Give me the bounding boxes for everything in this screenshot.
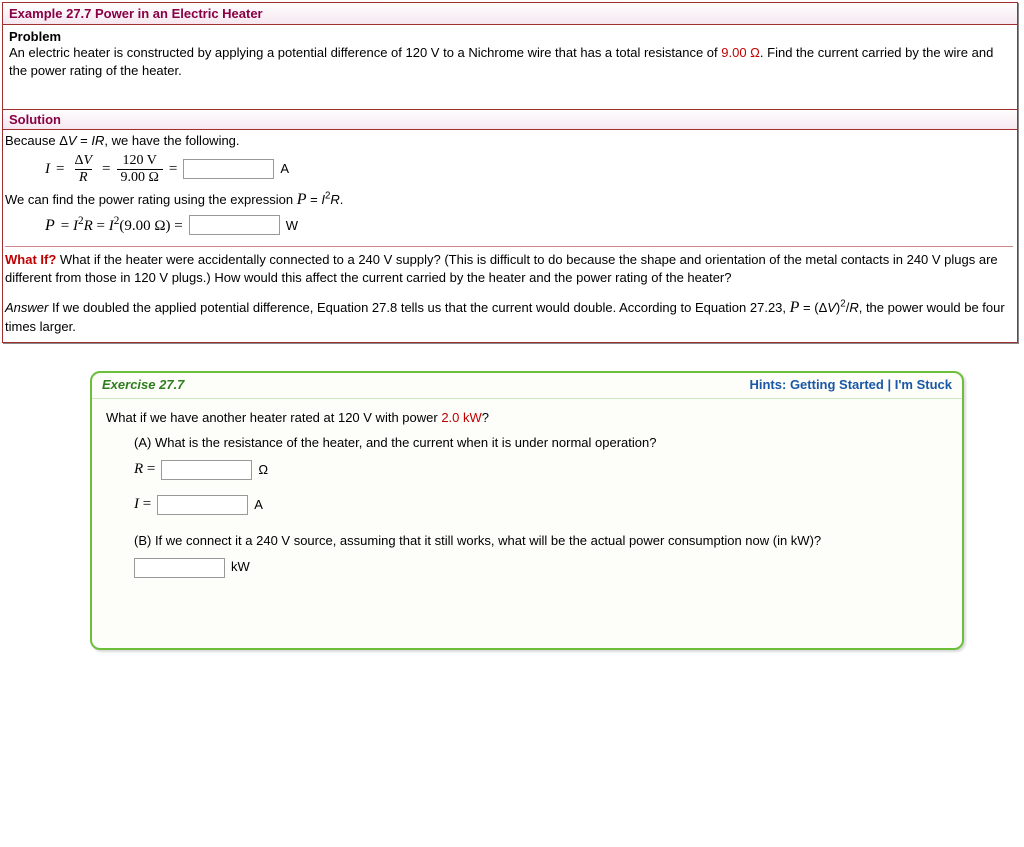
eq1-frac1-den: R bbox=[75, 169, 92, 185]
hint-sep: | bbox=[884, 377, 895, 392]
power-kw-input[interactable] bbox=[134, 558, 225, 578]
solution-title-row: Solution bbox=[3, 109, 1017, 130]
i-label: I = bbox=[134, 494, 151, 516]
sol-line1-b: V bbox=[68, 133, 77, 148]
eq1-frac2: 120 V 9.00 Ω bbox=[117, 154, 163, 185]
example-title: Example 27.7 Power in an Electric Heater bbox=[9, 6, 263, 21]
eq1-lhs: I bbox=[45, 159, 50, 179]
sol-line1-c: = bbox=[77, 133, 92, 148]
equals-1: = bbox=[56, 159, 64, 179]
sol-line2-a: We can find the power rating using the e… bbox=[5, 192, 297, 207]
eq1-frac1-num: ΔV bbox=[70, 154, 96, 169]
exercise-header: Exercise 27.7 Hints: Getting Started | I… bbox=[92, 373, 962, 399]
hint-getting-started-link[interactable]: Getting Started bbox=[790, 377, 884, 392]
sol-line1-d: IR bbox=[91, 133, 104, 148]
power-symbol-2: P bbox=[45, 215, 55, 237]
whatif-text: What if the heater were accidentally con… bbox=[5, 252, 998, 285]
problem-text: An electric heater is constructed by app… bbox=[9, 44, 1011, 79]
resistance-input[interactable] bbox=[161, 460, 252, 480]
hint-im-stuck-link[interactable]: I'm Stuck bbox=[895, 377, 952, 392]
problem-block: Problem An electric heater is constructe… bbox=[3, 25, 1017, 109]
whatif-label: What If? bbox=[5, 252, 56, 267]
problem-label: Problem bbox=[9, 29, 1011, 44]
hints-container: Hints: Getting Started | I'm Stuck bbox=[749, 377, 952, 392]
current-input[interactable] bbox=[183, 159, 274, 179]
answer-text-a: If we doubled the applied potential diff… bbox=[48, 300, 789, 315]
ex-intro-red: 2.0 kW bbox=[441, 410, 481, 425]
whatif-question: What If? What if the heater were acciden… bbox=[5, 251, 1013, 286]
i-unit: A bbox=[254, 496, 263, 515]
eq1-frac2-num: 120 V bbox=[119, 154, 161, 169]
equals-2: = bbox=[102, 159, 110, 179]
exercise-wrap: Exercise 27.7 Hints: Getting Started | I… bbox=[90, 371, 964, 650]
answer-kw-line: kW bbox=[106, 555, 948, 588]
sol-line1-a: Because Δ bbox=[5, 133, 68, 148]
question-a: (A) What is the resistance of the heater… bbox=[106, 428, 948, 457]
equation-power: P = I2R = I2(9.00 Ω) = W bbox=[5, 210, 1013, 240]
kw-unit: kW bbox=[231, 558, 250, 577]
hints-prefix: Hints: bbox=[749, 377, 789, 392]
solution-line-2: We can find the power rating using the e… bbox=[5, 189, 1013, 211]
whatif-answer: Answer If we doubled the applied potenti… bbox=[5, 297, 1013, 336]
ex-intro-a: What if we have another heater rated at … bbox=[106, 410, 441, 425]
r-label: R = bbox=[134, 459, 155, 481]
eq2-body: = I2R = I2(9.00 Ω) = bbox=[61, 214, 183, 236]
eq1-frac2-den: 9.00 Ω bbox=[117, 169, 163, 185]
exercise-title: Exercise 27.7 bbox=[102, 377, 184, 392]
exercise-intro: What if we have another heater rated at … bbox=[106, 409, 948, 428]
exercise-body: What if we have another heater rated at … bbox=[92, 399, 962, 648]
exercise-box: Exercise 27.7 Hints: Getting Started | I… bbox=[90, 371, 964, 650]
solution-line-1: Because ΔV = IR, we have the following. bbox=[5, 132, 1013, 150]
example-title-row: Example 27.7 Power in an Electric Heater bbox=[3, 3, 1017, 25]
solution-label: Solution bbox=[9, 112, 61, 127]
current-ex-input[interactable] bbox=[157, 495, 248, 515]
eq2-unit: W bbox=[286, 217, 298, 235]
eq1-unit: A bbox=[280, 160, 289, 178]
power-input[interactable] bbox=[189, 215, 280, 235]
power-symbol-3: P bbox=[790, 299, 800, 316]
answer-label: Answer bbox=[5, 300, 48, 315]
example-box: Example 27.7 Power in an Electric Heater… bbox=[2, 2, 1018, 343]
equals-3: = bbox=[169, 159, 177, 179]
power-symbol-1: P bbox=[297, 191, 307, 208]
sol-line1-e: , we have the following. bbox=[104, 133, 239, 148]
equation-current: I = ΔV R = 120 V 9.00 Ω = A bbox=[5, 150, 1013, 189]
sol-line2-b: = I2R. bbox=[307, 192, 344, 207]
whatif-block: What If? What if the heater were acciden… bbox=[5, 246, 1013, 335]
problem-red-value: 9.00 Ω bbox=[721, 45, 760, 60]
ex-intro-b: ? bbox=[482, 410, 489, 425]
question-b: (B) If we connect it a 240 V source, ass… bbox=[106, 526, 948, 555]
answer-r-line: R = Ω bbox=[106, 456, 948, 491]
problem-text-1: An electric heater is constructed by app… bbox=[9, 45, 721, 60]
eq1-frac1: ΔV R bbox=[70, 154, 96, 185]
solution-body: Because ΔV = IR, we have the following. … bbox=[3, 130, 1017, 342]
answer-i-line: I = A bbox=[106, 491, 948, 526]
r-unit: Ω bbox=[258, 461, 268, 480]
